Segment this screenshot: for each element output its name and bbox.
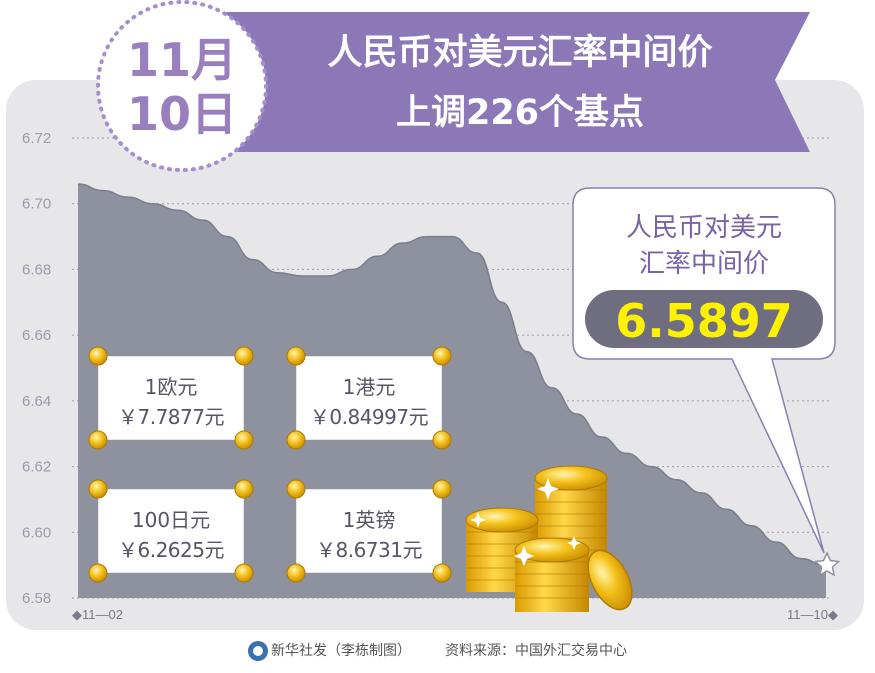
rate-card-value: ￥0.84997元 xyxy=(309,405,429,429)
rate-card-label: 1欧元 xyxy=(144,375,198,399)
callout-value-box xyxy=(585,290,823,348)
callout-value: 6.5897 xyxy=(615,294,793,348)
date-day: 10日 xyxy=(127,87,237,141)
series-line xyxy=(77,183,827,567)
callout-label-line-1: 人民币对美元 xyxy=(626,213,782,243)
y-tick-label: 6.60 xyxy=(22,524,51,541)
rate-card-value: ￥7.7877元 xyxy=(118,405,224,429)
rate-card-eur: 1欧元 ￥7.7877元 xyxy=(98,356,244,440)
date-month: 11月 xyxy=(127,33,237,87)
title-line-2: 上调226个基点 xyxy=(396,93,644,133)
x-tick-label: ◆11—02 xyxy=(72,607,123,622)
rate-card-value: ￥6.2625元 xyxy=(118,538,224,562)
rate-card-gbp: 1英镑 ￥8.6731元 xyxy=(296,489,442,573)
callout-label-line-2: 汇率中间价 xyxy=(639,249,769,279)
y-tick-label: 6.64 xyxy=(22,393,51,410)
title-banner xyxy=(200,12,810,152)
area-series xyxy=(78,184,826,598)
title-line-1: 人民币对美元汇率中间价 xyxy=(327,33,712,73)
y-tick-label: 6.68 xyxy=(22,261,51,278)
y-tick-label: 6.66 xyxy=(22,327,51,344)
rate-card-value: ￥8.6731元 xyxy=(316,538,422,562)
footer-agency: 新华社发（李栋制图） xyxy=(271,643,411,659)
rate-callout: 人民币对美元 汇率中间价 6.5897 xyxy=(572,187,836,554)
endpoint-star-icon xyxy=(813,551,841,577)
rate-card-jpy: 100日元 ￥6.2625元 xyxy=(98,489,244,573)
xinhua-logo-icon xyxy=(248,641,268,661)
x-tick-label: 11—10◆ xyxy=(787,607,838,622)
y-tick-label: 6.72 xyxy=(22,130,51,147)
y-tick-label: 6.58 xyxy=(22,590,51,607)
y-tick-label: 6.62 xyxy=(22,459,51,476)
rate-card-hkd: 1港元 ￥0.84997元 xyxy=(296,356,442,440)
coin-stack-icon xyxy=(465,465,633,612)
rate-card-label: 1港元 xyxy=(342,375,396,399)
rate-card-label: 1英镑 xyxy=(342,508,396,532)
footer: 新华社发（李栋制图） 资料来源：中国外汇交易中心 xyxy=(0,640,875,661)
rate-card-label: 100日元 xyxy=(131,508,211,532)
footer-source: 资料来源：中国外汇交易中心 xyxy=(445,643,627,659)
date-badge xyxy=(96,0,268,172)
y-tick-label: 6.70 xyxy=(22,196,51,213)
